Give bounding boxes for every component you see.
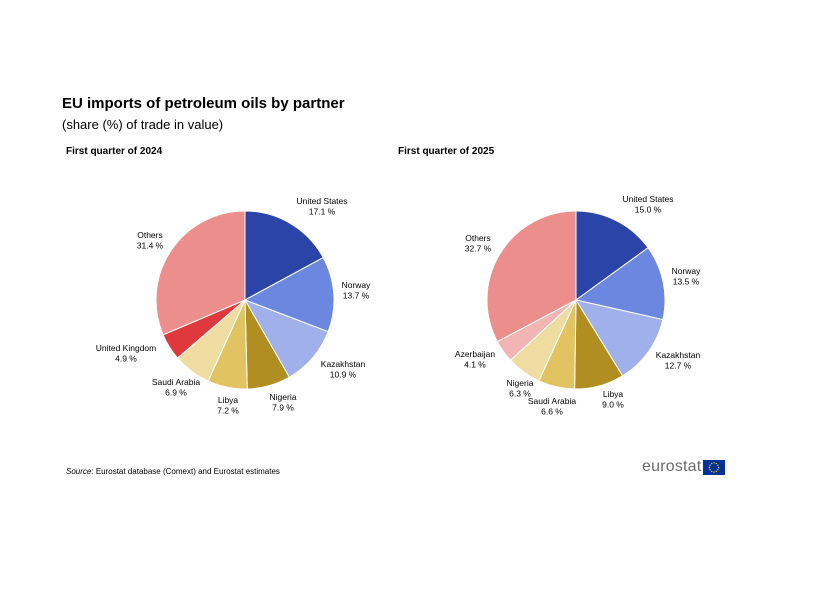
pie-0-label-saudi-arabia: Saudi Arabia 6.9 % [152,377,200,398]
pie-1-label-libya: Libya 9.0 % [602,389,624,410]
source-note: Source: Eurostat database (Comext) and E… [66,467,280,476]
pie-1-label-nigeria: Nigeria 6.3 % [507,378,534,399]
pie-0-slices: United States 17.1 % Norway 13.7 % Kazakhsta… [96,196,371,416]
pie-0-slice-others [155,210,246,336]
source-prefix: Source: [66,467,94,476]
pie-1-label-kazakhstan: Kazakhstan 12.7 % [656,350,701,371]
pie-0-label-kazakhstan: Kazakhstan 10.9 % [321,359,366,380]
eurostat-logo-text: eurostat [642,458,702,475]
eurostat-logo: eurostat [642,457,726,477]
pie-1-slice-norway [574,247,666,321]
pie-2025-title: First quarter of 2025 [398,146,495,157]
chart-subtitle: (share (%) of trade in value) [62,117,224,132]
source-text: Eurostat database (Comext) and Eurostat … [95,467,280,476]
pie-0-label-norway: Norway 13.7 % [342,280,372,301]
pie-1-slice-others [486,210,577,343]
pie-0-label-nigeria: Nigeria 7.9 % [270,392,297,413]
pie-0-slice-united-states [244,210,324,301]
pie-1-label-azerbaijan: Azerbaijan 4.1 % [455,349,495,370]
pie-1-slice-kazakhstan [574,299,664,377]
pie-0-label-libya: Libya 7.2 % [217,395,239,416]
eu-flag-icon [703,459,726,475]
pie-1-label-saudi-arabia: Saudi Arabia 6.6 % [528,396,576,417]
pie-1-label-others: Others 32.7 % [465,233,492,254]
pie-0-label-united-states: United States 17.1 % [296,196,347,217]
pie-1-label-norway: Norway 13.5 % [672,266,702,287]
pie-1-label-united-states: United States 15.0 % [622,194,673,215]
chart-title: EU imports of petroleum oils by partner [62,95,345,112]
pie-1-slices: United States 15.0 % Norway 13.5 % Kazakhsta… [455,194,701,417]
pie-0-label-others: Others 31.4 % [137,230,164,251]
pie-0-slice-norway [243,256,335,333]
pie-0-label-united-kingdom: United Kingdom 4.9 % [96,343,156,364]
pie-2024-title: First quarter of 2024 [66,146,163,157]
pie-1-slice-united-states [575,210,649,301]
